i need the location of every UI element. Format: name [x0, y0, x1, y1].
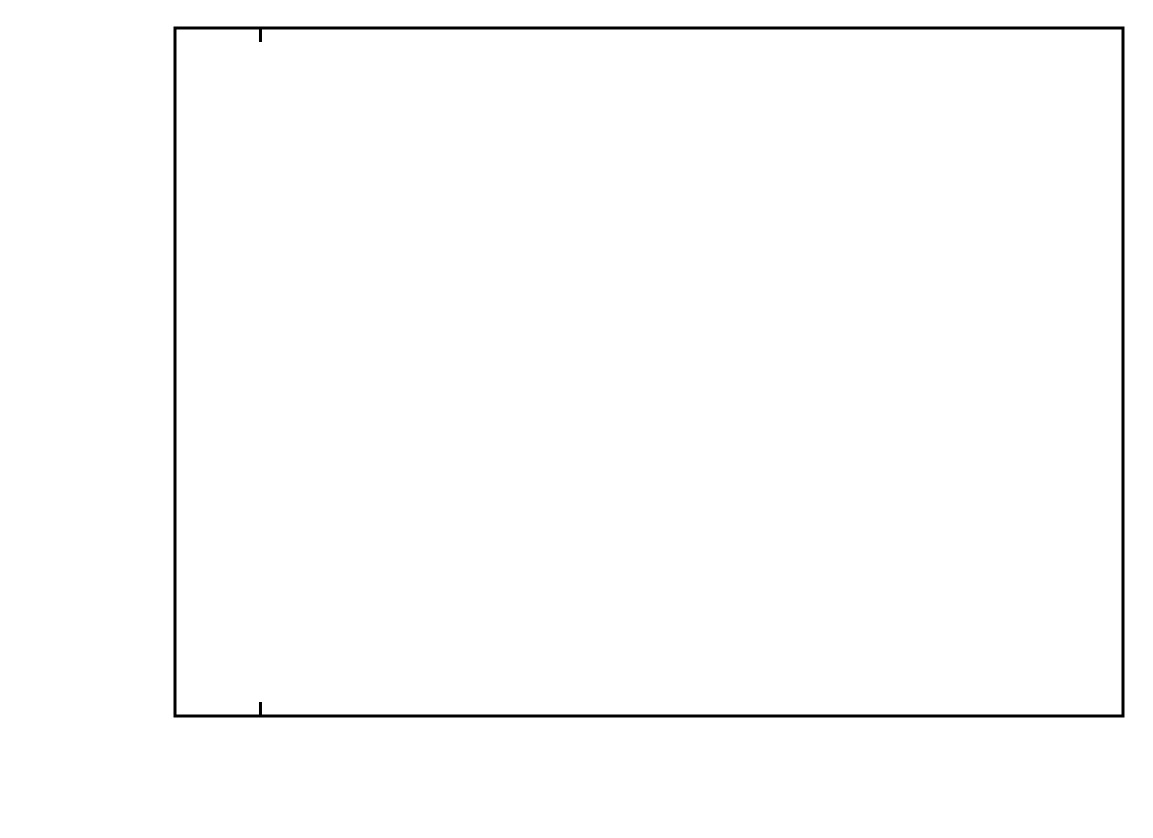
chart-container: [0, 0, 1153, 838]
chart-svg: [0, 0, 1153, 838]
